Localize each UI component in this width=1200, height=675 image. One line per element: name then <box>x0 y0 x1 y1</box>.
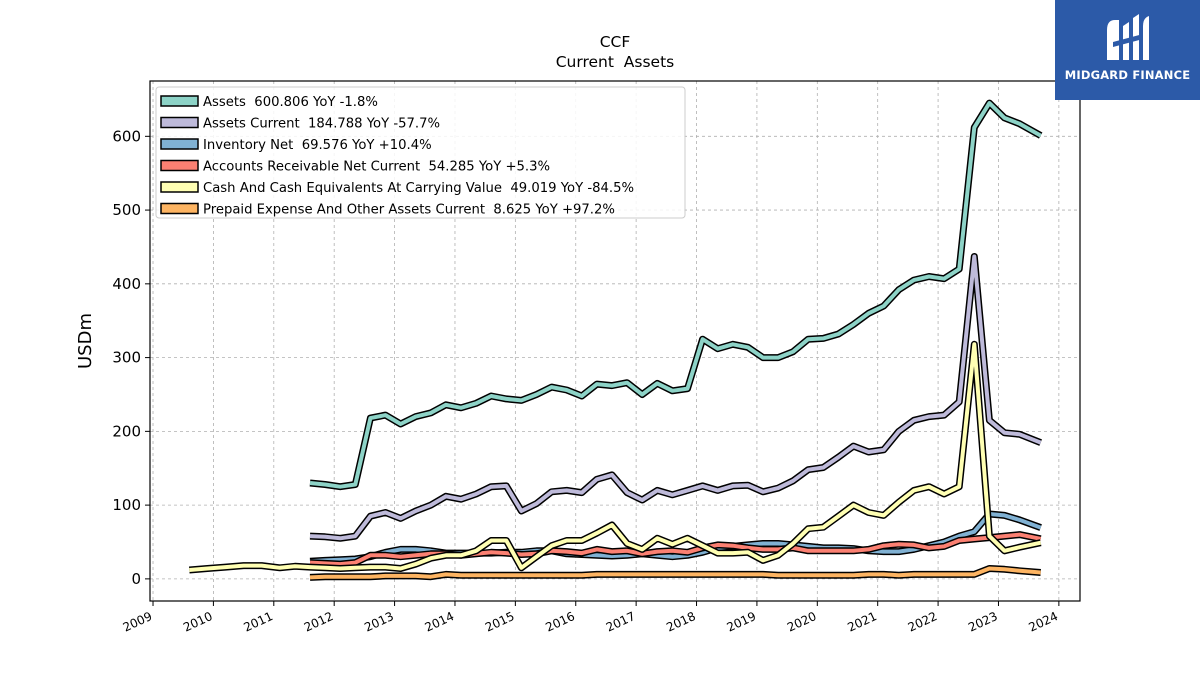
series-line-3 <box>309 532 1042 567</box>
x-tick-label: 2020 <box>785 609 819 635</box>
x-tick-label: 2014 <box>423 609 457 635</box>
legend-box <box>155 86 686 219</box>
x-tick-label: 2019 <box>725 609 759 635</box>
legend-swatch-2 <box>160 138 199 150</box>
series-line-outline-1 <box>309 253 1042 542</box>
y-axis-label: USDm <box>75 313 96 369</box>
legend-label-3: Accounts Receivable Net Current 54.285 Y… <box>203 160 550 175</box>
legend-swatch-1 <box>160 116 199 129</box>
y-tick-label: 0 <box>131 570 141 588</box>
x-tick-label: 2009 <box>121 609 155 635</box>
x-tick-label: 2013 <box>362 609 396 635</box>
legend-label-2: Inventory Net 69.576 YoY +10.4% <box>203 138 432 153</box>
x-tick-label: 2010 <box>181 609 215 635</box>
x-tick-label: 2012 <box>302 609 336 635</box>
legend-label-4: Cash And Cash Equivalents At Carrying Va… <box>203 181 634 196</box>
brand-logo: MIDGARD FINANCE <box>1055 0 1200 100</box>
x-tick-label: 2011 <box>241 609 275 635</box>
series-line-0 <box>309 101 1042 489</box>
x-tick-label: 2023 <box>966 609 1000 635</box>
y-tick-label: 600 <box>112 127 141 145</box>
y-tick-label: 300 <box>112 349 141 367</box>
x-tick-label: 2016 <box>543 609 577 635</box>
x-tick-label: 2022 <box>906 609 940 635</box>
brand-mark-icon <box>1107 14 1149 60</box>
series-line-5 <box>309 566 1041 580</box>
x-tick-label: 2018 <box>664 609 698 635</box>
x-tick-label: 2021 <box>845 609 879 635</box>
legend-swatch-3 <box>160 159 199 172</box>
y-tick-label: 200 <box>112 422 141 440</box>
series-line-1 <box>309 254 1042 541</box>
legend-label-1: Assets Current 184.788 YoY -57.7% <box>203 117 440 132</box>
brand-name: MIDGARD FINANCE <box>1064 68 1191 82</box>
legend-label-5: Prepaid Expense And Other Assets Current… <box>203 203 615 218</box>
x-tick-label: 2015 <box>483 609 517 635</box>
y-tick-label: 500 <box>112 201 141 219</box>
legend-swatch-4 <box>160 181 199 193</box>
chart-subtitle: Current Assets <box>556 53 675 71</box>
y-tick-label: 400 <box>112 275 141 293</box>
legend-label-0: Assets 600.806 YoY -1.8% <box>203 95 378 110</box>
x-tick-label: 2017 <box>604 609 638 635</box>
chart-title: CCF <box>600 33 631 51</box>
series-line-4 <box>189 342 1042 572</box>
y-tick-label: 100 <box>112 496 141 514</box>
legend-swatch-5 <box>160 202 199 215</box>
axes-frame <box>149 80 1081 602</box>
legend-swatch-0 <box>160 95 199 107</box>
x-tick-label: 2024 <box>1027 609 1061 635</box>
